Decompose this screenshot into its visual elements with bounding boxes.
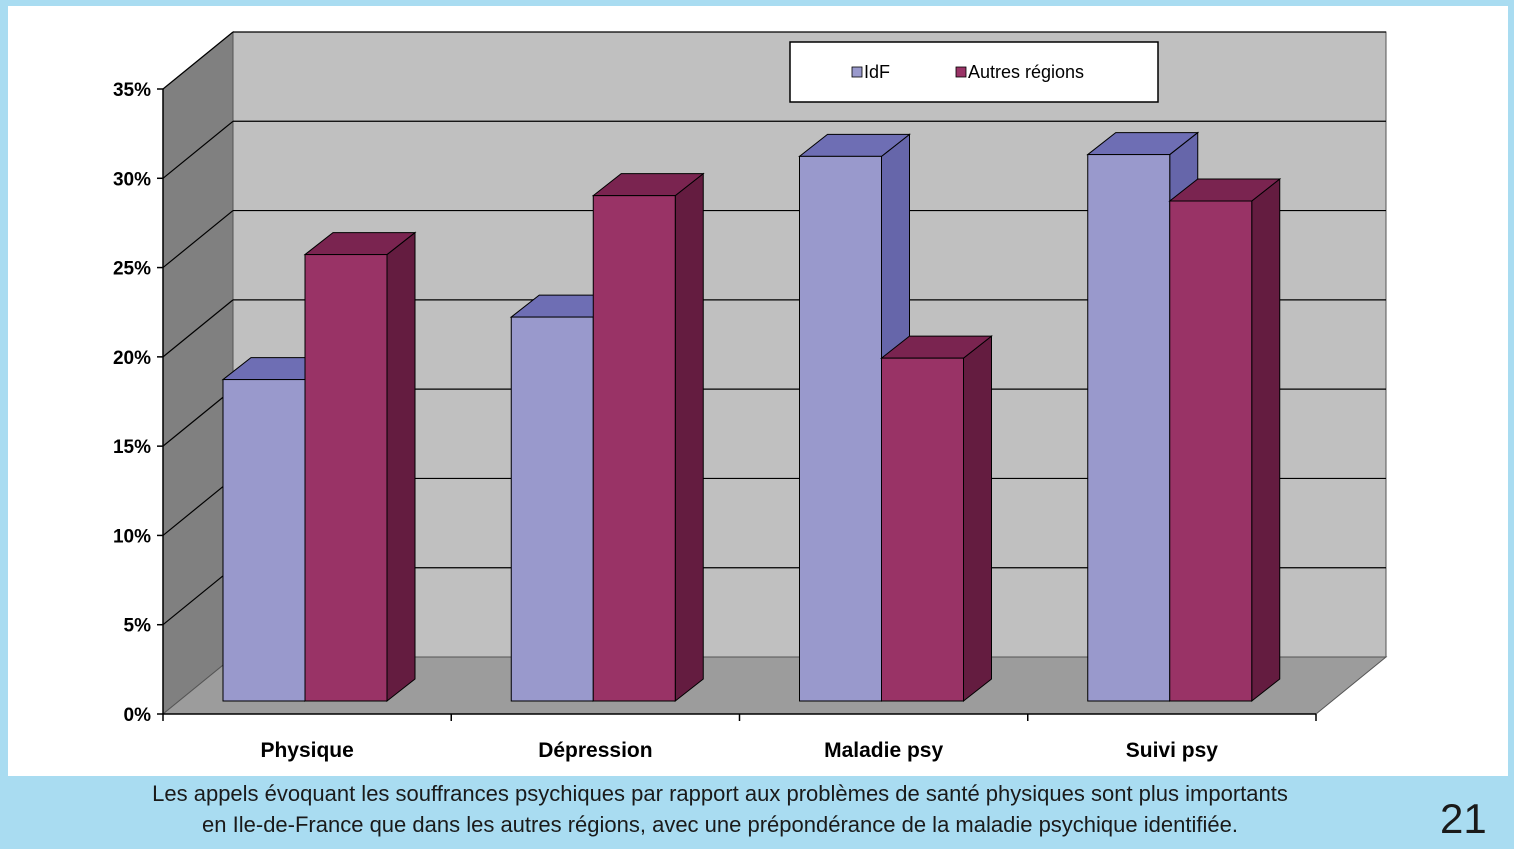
bar-side — [386, 231, 416, 703]
x-tick-label: Physique — [260, 739, 353, 762]
bar-side — [1251, 177, 1281, 703]
y-tick-label: 10% — [113, 526, 151, 547]
legend: IdF Autres régions — [789, 41, 1159, 103]
y-tick-label: 5% — [124, 616, 152, 637]
bar-front — [799, 155, 882, 702]
legend-swatch — [851, 66, 863, 78]
y-tick-label: 25% — [113, 259, 151, 280]
gridline-side — [162, 477, 234, 536]
bar-side — [674, 172, 704, 703]
gridline-side — [162, 388, 234, 447]
x-tick-label: Dépression — [538, 739, 652, 762]
bar-front — [510, 316, 594, 702]
legend-label: Autres régions — [968, 62, 1084, 82]
legend-label: IdF — [864, 62, 890, 82]
gridline-side — [162, 210, 234, 269]
legend-swatch — [955, 66, 967, 78]
legend-box — [789, 41, 1159, 103]
x-tick-label: Maladie psy — [824, 739, 943, 762]
bar-chart: 0% 5% 10% 15% 20% 25% 30% 35% Physique Dépression… — [113, 30, 1388, 762]
bar-front — [1087, 154, 1171, 702]
bar-front — [1169, 200, 1253, 702]
chart-panel: 0% 5% 10% 15% 20% 25% 30% 35% Physique Dépression… — [8, 6, 1508, 776]
caption-line-2: en Ile-de-France que dans les autres rég… — [202, 812, 1238, 837]
y-tick-label: 35% — [113, 80, 151, 101]
y-tick-label: 0% — [124, 705, 152, 726]
bar-side — [963, 335, 992, 703]
bar-autres-régions-0 — [303, 231, 417, 703]
gridline-side — [162, 299, 234, 358]
gridline-side — [162, 567, 234, 626]
bar-front — [222, 379, 306, 702]
gridline-side — [162, 31, 234, 90]
y-tick-label: 30% — [113, 169, 151, 190]
slide-caption: Les appels évoquant les souffrances psyc… — [10, 778, 1430, 840]
bar-front — [304, 254, 388, 702]
caption-line-1: Les appels évoquant les souffrances psyc… — [152, 781, 1288, 806]
axes: 0% 5% 10% 15% 20% 25% 30% 35% Physique Dépression… — [113, 80, 1317, 762]
bars — [221, 131, 1282, 703]
bar-autres-régions-1 — [591, 172, 705, 703]
bar-autres-régions-2 — [880, 335, 993, 703]
bar-front — [881, 357, 964, 702]
gridline-side — [162, 120, 234, 179]
y-tick-label: 15% — [113, 437, 151, 458]
page-number: 21 — [1440, 795, 1487, 842]
bar-front — [592, 195, 676, 702]
y-tick-label: 20% — [113, 348, 151, 369]
x-tick-label: Suivi psy — [1126, 739, 1219, 762]
bar-autres-régions-3 — [1168, 177, 1282, 703]
